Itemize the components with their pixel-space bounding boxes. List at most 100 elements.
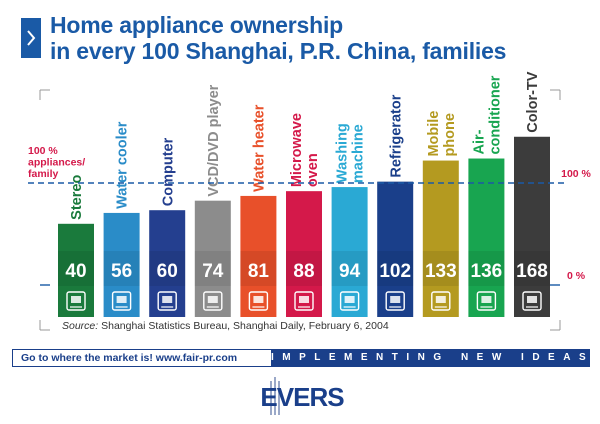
bar-value-label: 74: [202, 261, 224, 282]
value-box-shade: [194, 251, 231, 286]
title-line-1: Home appliance ownership: [50, 12, 343, 38]
bars-group: 40 Stereo 56 Water cooler 60 Computer 74 VCD/DV…: [58, 71, 550, 317]
bar-column: 88 Microwave oven: [286, 113, 322, 317]
category-label: conditioner: [487, 75, 503, 154]
value-box: [468, 251, 505, 286]
value-box: [149, 251, 186, 286]
category-label: Color-TV: [525, 71, 541, 133]
value-box-shade: [103, 251, 140, 286]
footer-slogan-link[interactable]: Go to where the market is! www.fair-pr.c…: [21, 352, 238, 364]
bar-column: 56 Water cooler: [103, 121, 140, 317]
category-label: Mobile: [426, 111, 442, 157]
value-box: [331, 251, 368, 286]
source-text: Shanghai Statistics Bureau, Shanghai Dai…: [98, 320, 389, 332]
category-label: Washing: [335, 123, 351, 183]
bar: [468, 158, 505, 251]
bar-column: 94 Washing machine: [331, 123, 368, 317]
value-box: [377, 251, 414, 286]
bar: [377, 181, 414, 251]
bar-value-label: 88: [293, 261, 314, 282]
bar: [149, 210, 186, 251]
bar-value-label: 40: [65, 261, 86, 282]
bar: [194, 200, 231, 251]
value-box-shade: [331, 251, 368, 286]
value-box: [194, 251, 231, 286]
washing-machine-icon: [339, 291, 360, 311]
bar-column: 40 Stereo: [58, 175, 94, 317]
value-box: [422, 251, 459, 286]
bar-chart: 40 Stereo 56 Water cooler 60 Computer 74 VCD/DV…: [28, 71, 592, 331]
category-label: Stereo: [69, 175, 85, 220]
bar: [286, 191, 322, 251]
computer-icon: [157, 291, 177, 311]
value-box: [103, 251, 140, 286]
bar-value-label: 81: [248, 261, 270, 282]
value-box: [286, 251, 322, 286]
bar-value-label: 136: [471, 261, 503, 282]
bar-value-label: 168: [516, 261, 548, 282]
title-line-2: in every 100 Shanghai, P.R. China, famil…: [50, 38, 507, 64]
category-label: Water heater: [251, 104, 267, 192]
category-label: Refrigerator: [388, 94, 404, 177]
value-box: [514, 251, 550, 286]
reference-right-label: 100 %: [561, 168, 591, 180]
value-box-shade: [286, 251, 322, 286]
bar-value-label: 102: [379, 261, 411, 282]
corner-marks: [39, 89, 561, 331]
water-cooler-icon: [111, 291, 132, 311]
bar: [103, 212, 140, 251]
value-box-shade: [377, 251, 414, 286]
bar-column: 81 Water heater: [240, 104, 277, 317]
source-label: Source:: [62, 320, 99, 332]
evers-logo: EVERS: [260, 377, 345, 415]
category-label: Microwave: [289, 113, 305, 187]
water-heater-icon: [248, 291, 269, 311]
bar-column: 60 Computer: [149, 137, 186, 317]
bar-column: 136 Air-conditioner: [468, 75, 505, 317]
reference-left-label: family: [28, 168, 59, 180]
reference-left-label: 100 %: [28, 145, 58, 157]
bar: [422, 160, 459, 251]
bar-value-label: 56: [111, 261, 132, 282]
value-box: [58, 251, 94, 286]
category-label: phone: [442, 113, 458, 157]
footer-bar: Go to where the market is! www.fair-pr.c…: [12, 349, 590, 367]
chart-title: Home appliance ownership in every 100 Sh…: [50, 12, 506, 64]
microwave-icon: [294, 291, 314, 311]
value-box-shade: [514, 251, 550, 286]
bar-value-label: 133: [425, 261, 457, 282]
bar-column: 168 Color-TV: [514, 71, 550, 317]
category-label: VCD/DVD player: [206, 84, 222, 196]
value-box-shade: [58, 251, 94, 286]
stereo-icon: [66, 291, 86, 311]
bar-column: 102 Refrigerator: [377, 94, 414, 317]
category-label: Computer: [160, 137, 176, 206]
refrigerator-icon: [385, 291, 405, 311]
category-label: Water cooler: [115, 121, 131, 209]
bar: [240, 195, 277, 251]
bar: [331, 187, 368, 251]
footer-tagline: IMPLEMENTING NEW IDEAS: [271, 350, 589, 366]
reference-line-group: 100 %appliances/family 100 %0 %: [28, 145, 592, 286]
bar-column: 74 VCD/DVD player: [194, 84, 231, 317]
value-box-shade: [149, 251, 186, 286]
value-box: [240, 251, 277, 286]
chevron-right-icon: [21, 18, 41, 58]
bar-value-label: 60: [157, 261, 178, 282]
color-tv-icon: [522, 291, 542, 311]
value-box-shade: [240, 251, 277, 286]
bar: [58, 223, 94, 251]
value-box-shade: [422, 251, 459, 286]
category-label: machine: [351, 124, 367, 183]
value-box-shade: [468, 251, 505, 286]
category-label: oven: [305, 153, 321, 187]
mobile-phone-icon: [431, 291, 451, 311]
dvd-player-icon: [203, 291, 223, 311]
zero-percent-label: 0 %: [567, 270, 586, 282]
category-label: Air-: [471, 129, 487, 154]
bar-column: 133 Mobile phone: [422, 111, 459, 317]
reference-left-label: appliances/: [28, 157, 85, 169]
bar: [514, 136, 550, 251]
bar-value-label: 94: [339, 261, 361, 282]
